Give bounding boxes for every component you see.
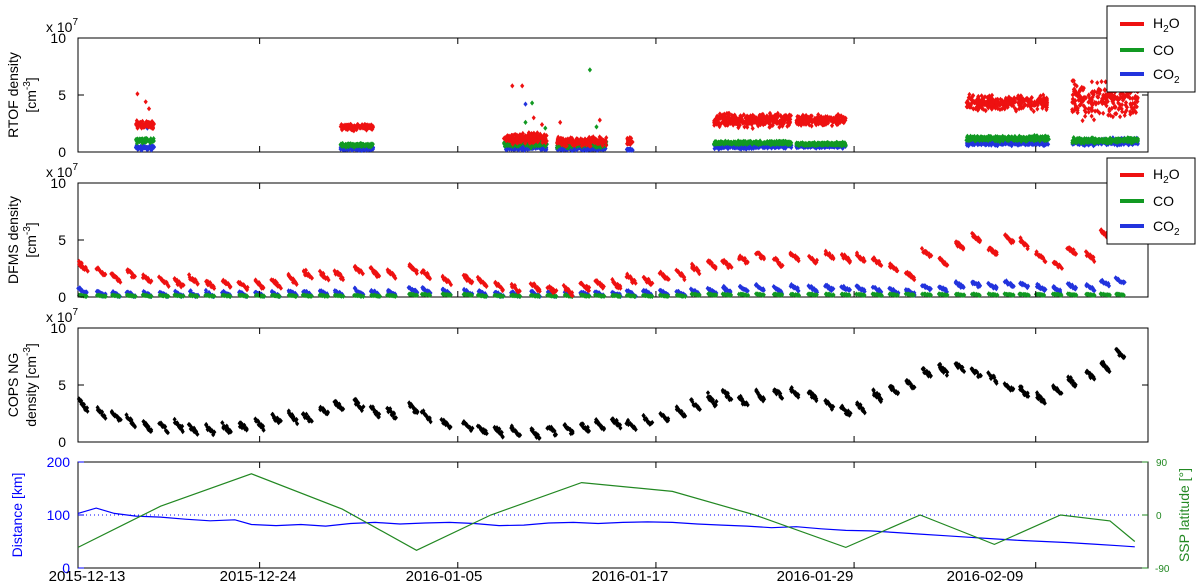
rtof-outlier-co2-0 bbox=[523, 101, 528, 107]
rtof-point-co2-0-61 bbox=[149, 147, 154, 153]
rtof-point-co2-2-130 bbox=[525, 146, 530, 152]
rtof-point-co2-0-63 bbox=[134, 143, 139, 149]
rtof-point-co2-5-275 bbox=[743, 146, 748, 152]
rtof-point-co2-1-109 bbox=[356, 147, 361, 153]
rtof-point-co-5-168 bbox=[824, 140, 829, 147]
rtof-point-co-5-165 bbox=[841, 141, 846, 148]
rtof-ytick-5: 5 bbox=[58, 87, 66, 103]
rtof-point-co2-2-155 bbox=[540, 145, 545, 151]
rtof-point-co-1-110 bbox=[369, 141, 374, 148]
rtof-point-co-5-178 bbox=[826, 140, 831, 146]
rtof-marks bbox=[77, 37, 1148, 153]
rtof-point-co2-7-292 bbox=[978, 141, 983, 147]
rtof-point-co-1-111 bbox=[364, 142, 369, 148]
rtof-point-co-2-103 bbox=[528, 145, 534, 151]
rtof-point-co-4-266 bbox=[714, 139, 719, 145]
rtof-legend: H2O CO CO2 bbox=[1106, 5, 1196, 93]
rtof-point-co2-3-139 bbox=[600, 147, 605, 153]
rtof-point-co2-5-173 bbox=[712, 146, 717, 152]
rtof-point-co-5-175 bbox=[838, 141, 843, 147]
rtof-point-co-5-172 bbox=[811, 142, 816, 148]
rtof-point-co2-8-228 bbox=[1135, 141, 1140, 147]
rtof-point-co-5-173 bbox=[842, 140, 847, 146]
rtof-point-co-4-262 bbox=[778, 140, 783, 147]
rtof-point-co2-0-60 bbox=[136, 145, 141, 151]
rtof-point-co-1-113 bbox=[341, 143, 346, 149]
panel-dfms: x 107 0 5 10 DFMS density [cm-3] H2O CO … bbox=[5, 157, 1196, 305]
rtof-point-co-5-177 bbox=[832, 141, 837, 147]
rtof-point-co-3-167 bbox=[593, 144, 598, 150]
rtof-point-co-1-119 bbox=[357, 141, 362, 148]
rtof-point-co2-7-51 bbox=[964, 142, 969, 148]
rtof-point-co-5-147 bbox=[800, 141, 805, 148]
rtof-ytick-0: 0 bbox=[58, 144, 66, 160]
rtof-point-co-4-241 bbox=[743, 140, 748, 146]
rtof-point-co2-7-296 bbox=[983, 142, 988, 148]
rtof-point-co-4-265 bbox=[758, 141, 763, 147]
rtof-ylabel-line1: RTOF density bbox=[5, 52, 21, 138]
rtof-point-co-4-258 bbox=[767, 139, 772, 145]
rtof-point-co-4-257 bbox=[783, 138, 788, 144]
rtof-ytick-10: 10 bbox=[50, 30, 66, 46]
rtof-point-co-0-61 bbox=[139, 137, 144, 143]
rtof-point-co-4-277 bbox=[739, 139, 745, 145]
rtof-point-co-1-118 bbox=[345, 142, 350, 148]
rtof-point-co2-7-275 bbox=[1042, 140, 1047, 146]
rtof-point-co-4-273 bbox=[787, 141, 792, 147]
rtof-point-co2-0-65 bbox=[145, 146, 150, 152]
rtof-point-co-2-111 bbox=[502, 143, 507, 149]
rtof-point-co-4-270 bbox=[728, 140, 733, 146]
rtof-point-co2-4-23 bbox=[626, 146, 631, 152]
rtof-legend-label-co: CO bbox=[1153, 42, 1174, 58]
rtof-point-co-1-116 bbox=[359, 142, 364, 148]
rtof-ylabel-line2: [cm-3] bbox=[22, 77, 39, 112]
rtof-point-co-5-161 bbox=[820, 141, 825, 147]
rtof-point-co-0-63 bbox=[150, 138, 155, 144]
rtof-point-co-2-136 bbox=[503, 140, 508, 146]
rtof-point-co-1-103 bbox=[354, 141, 359, 148]
rtof-point-co-5-179 bbox=[816, 141, 821, 148]
rtof-point-co-4-280 bbox=[733, 140, 738, 146]
rtof-point-co-4-254 bbox=[748, 138, 753, 144]
rtof-point-co2-5-278 bbox=[718, 145, 723, 151]
rtof-point-co-4-276 bbox=[774, 140, 779, 146]
rtof-point-co-4-278 bbox=[735, 139, 740, 145]
rtof-point-co2-5-277 bbox=[751, 143, 756, 149]
rtof-point-co-1-115 bbox=[348, 141, 353, 147]
rtof-axes-frame bbox=[77, 37, 1149, 153]
rtof-point-co-1-98 bbox=[358, 142, 363, 149]
rtof-point-co-3-163 bbox=[554, 145, 559, 151]
rtof-point-co-4-264 bbox=[749, 140, 754, 146]
rtof-point-co2-1-112 bbox=[349, 146, 354, 152]
rtof-point-co-4-281 bbox=[716, 139, 721, 145]
rtof-point-co-5-150 bbox=[796, 140, 801, 146]
rtof-point-co2-5-245 bbox=[726, 145, 731, 152]
rtof-point-co-4-269 bbox=[770, 141, 775, 147]
rtof-point-co2-3-177 bbox=[583, 146, 588, 152]
rtof-point-co2-7-266 bbox=[989, 142, 994, 148]
rtof-point-co-0-65 bbox=[147, 138, 152, 145]
rtof-point-co-0-64 bbox=[143, 137, 148, 143]
panel-rtof: x 107 0 5 10 RTOF density [cm-3] H2O CO … bbox=[5, 5, 1196, 160]
rtof-point-co-4-259 bbox=[765, 139, 770, 145]
rtof-point-co-5-159 bbox=[813, 143, 818, 149]
rtof-point-co-2-151 bbox=[537, 143, 542, 149]
rtof-point-co-4-274 bbox=[720, 140, 726, 146]
rtof-point-co-4-235 bbox=[762, 139, 767, 146]
rtof-point-co-5-170 bbox=[803, 142, 808, 148]
rtof-point-co-0-35 bbox=[135, 140, 140, 146]
rtof-point-co-4-279 bbox=[723, 139, 728, 145]
